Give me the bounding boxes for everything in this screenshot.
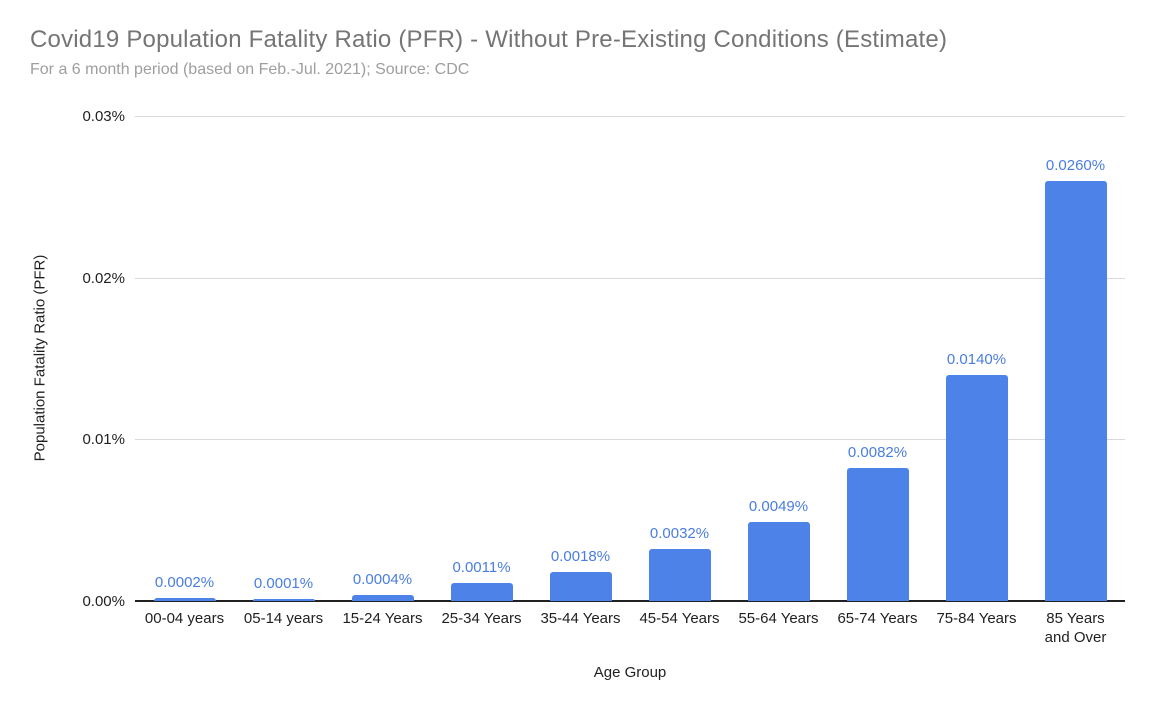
plot-area: 0.0002% 0.0001% 0.0004% 0.0011% 0.0018% 0.003… xyxy=(135,116,1125,602)
bar-value-label: 0.0001% xyxy=(253,575,314,593)
bar-slot: 0.0002% xyxy=(135,116,234,601)
bar xyxy=(252,599,315,601)
bar xyxy=(945,374,1008,601)
x-tick-label: 35-44 Years xyxy=(540,610,621,627)
x-tick-label: 45-54 Years xyxy=(639,610,720,627)
gridline xyxy=(135,116,1125,117)
bar-value-label: 0.0260% xyxy=(1045,156,1106,174)
y-tick-label: 0.00% xyxy=(82,593,125,610)
x-tick-label: 15-24 Years xyxy=(342,610,423,627)
x-tick-label: 25-34 Years xyxy=(441,610,522,627)
x-tick-label: 85 Years and Over xyxy=(1044,610,1107,646)
bar-value-label: 0.0032% xyxy=(649,525,710,543)
bar xyxy=(1044,180,1107,601)
x-tick-label: 55-64 Years xyxy=(738,610,819,627)
y-tick-label: 0.01% xyxy=(82,431,125,449)
bar xyxy=(351,594,414,601)
gridline xyxy=(135,439,1125,441)
bar xyxy=(153,597,216,601)
gridline xyxy=(135,277,1125,279)
bar-slot: 0.0001% xyxy=(234,116,333,601)
bar-slot: 0.0032% xyxy=(630,116,729,601)
bar-slot: 0.0004% xyxy=(333,116,432,601)
bar-value-label: 0.0011% xyxy=(452,559,511,577)
x-tick-label: 75-84 Years xyxy=(936,610,1017,627)
bar-slot: 0.0011% xyxy=(432,116,531,601)
bar-slot: 0.0018% xyxy=(531,116,630,601)
x-tick-label: 05-14 years xyxy=(243,610,324,627)
bar-value-label: 0.0002% xyxy=(154,573,215,591)
bar-value-label: 0.0082% xyxy=(847,444,908,462)
bar-value-label: 0.0004% xyxy=(352,570,413,588)
bar xyxy=(549,571,612,601)
bar xyxy=(648,549,711,601)
bar-value-label: 0.0049% xyxy=(748,497,809,515)
x-axis-line xyxy=(135,600,1125,602)
bar xyxy=(450,583,513,601)
chart-title: Covid19 Population Fatality Ratio (PFR) … xyxy=(30,26,948,53)
bar xyxy=(747,521,810,601)
y-tick-label: 0.03% xyxy=(82,108,125,125)
bar-slot: 0.0082% xyxy=(828,116,927,601)
bar xyxy=(846,468,909,601)
bar-value-label: 0.0018% xyxy=(550,547,611,565)
y-tick-label: 0.02% xyxy=(82,269,125,287)
x-tick-label: 65-74 Years xyxy=(837,610,918,627)
bar-slot: 0.0260% xyxy=(1026,116,1125,601)
bar-slot: 0.0049% xyxy=(729,116,828,601)
x-tick-label: 00-04 years xyxy=(144,610,225,627)
chart-subtitle: For a 6 month period (based on Feb.-Jul.… xyxy=(30,61,470,78)
x-axis-title: Age Group xyxy=(593,664,667,681)
bar-slot: 0.0140% xyxy=(927,116,1026,601)
bar-value-label: 0.0140% xyxy=(946,350,1007,368)
